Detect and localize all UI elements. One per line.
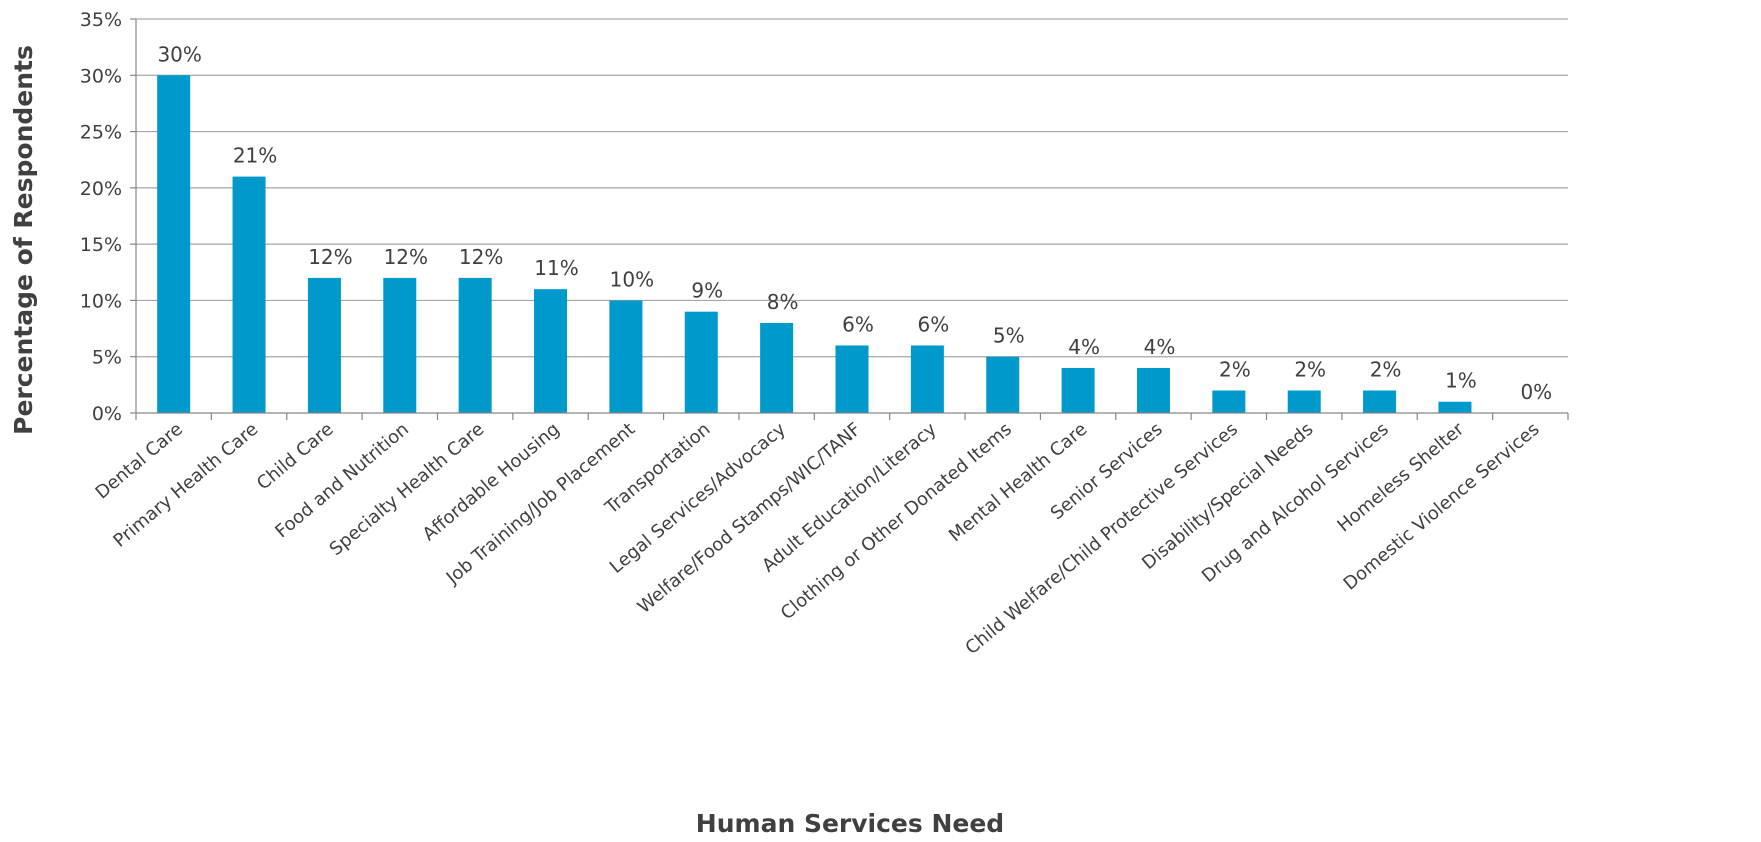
y-tick-labels: 0% 5% 10% 15% 20% 25% 30% 35% [80, 9, 122, 425]
x-category-label: Affordable Housing [419, 419, 564, 545]
bar [1212, 390, 1246, 413]
data-labels: 30% 21% 12% 12% 12% 11% 10% 9% 8% 6% 6% 5% 4% 4% 2% 2% 2… [157, 42, 1552, 404]
x-category-label: Homeless Shelter [1334, 418, 1469, 536]
data-label: 8% [767, 290, 799, 314]
bar [910, 345, 944, 413]
x-category-label: Child Welfare/Child Protective Services [962, 419, 1243, 659]
data-label: 2% [1219, 357, 1251, 381]
bar [157, 75, 191, 414]
y-tick-label: 25% [80, 122, 122, 144]
x-category-label: Mental Health Care [945, 419, 1091, 547]
data-label: 12% [459, 245, 503, 269]
data-label: 11% [534, 256, 578, 280]
x-category-label: Food and Nutrition [271, 419, 413, 543]
bar [232, 176, 266, 413]
bar [458, 277, 492, 413]
y-axis-title: Percentage of Respondents [9, 45, 38, 435]
data-label: 10% [610, 267, 654, 291]
data-label: 9% [691, 279, 723, 303]
bar [609, 300, 643, 413]
data-label: 30% [157, 42, 201, 66]
y-tick-label: 10% [80, 290, 122, 312]
bar [1438, 401, 1472, 413]
x-axis-title: Human Services Need [696, 809, 1004, 838]
x-category-label: Specialty Health Care [326, 419, 489, 560]
gridlines [136, 18, 1568, 358]
data-label: 12% [308, 245, 352, 269]
x-category-label: Primary Health Care [110, 419, 263, 552]
bar [835, 345, 869, 413]
data-label: 12% [384, 245, 428, 269]
data-label: 2% [1294, 357, 1326, 381]
bar [307, 277, 341, 413]
bar [1061, 367, 1095, 413]
bar [760, 322, 794, 413]
data-label: 2% [1370, 357, 1402, 381]
data-label: 21% [233, 144, 277, 168]
data-label: 1% [1445, 369, 1477, 393]
data-label: 0% [1520, 380, 1552, 404]
y-tick-label: 15% [80, 234, 122, 256]
data-label: 5% [993, 324, 1025, 348]
y-tick-label: 5% [92, 347, 122, 369]
data-label: 4% [1144, 335, 1176, 359]
bar [684, 311, 718, 413]
data-label: 4% [1068, 335, 1100, 359]
data-label: 6% [842, 312, 874, 336]
bar [986, 356, 1020, 413]
y-tick-label: 35% [80, 9, 122, 31]
bar [1287, 390, 1321, 413]
bar [1136, 367, 1170, 413]
bars [157, 75, 1472, 414]
y-tick-label: 20% [80, 178, 122, 200]
y-tick-label: 30% [80, 65, 122, 87]
bar [383, 277, 417, 413]
bar [1363, 390, 1397, 413]
axes [130, 18, 1569, 420]
data-label: 6% [918, 312, 950, 336]
y-tick-label: 0% [92, 403, 122, 425]
bar [534, 289, 568, 413]
